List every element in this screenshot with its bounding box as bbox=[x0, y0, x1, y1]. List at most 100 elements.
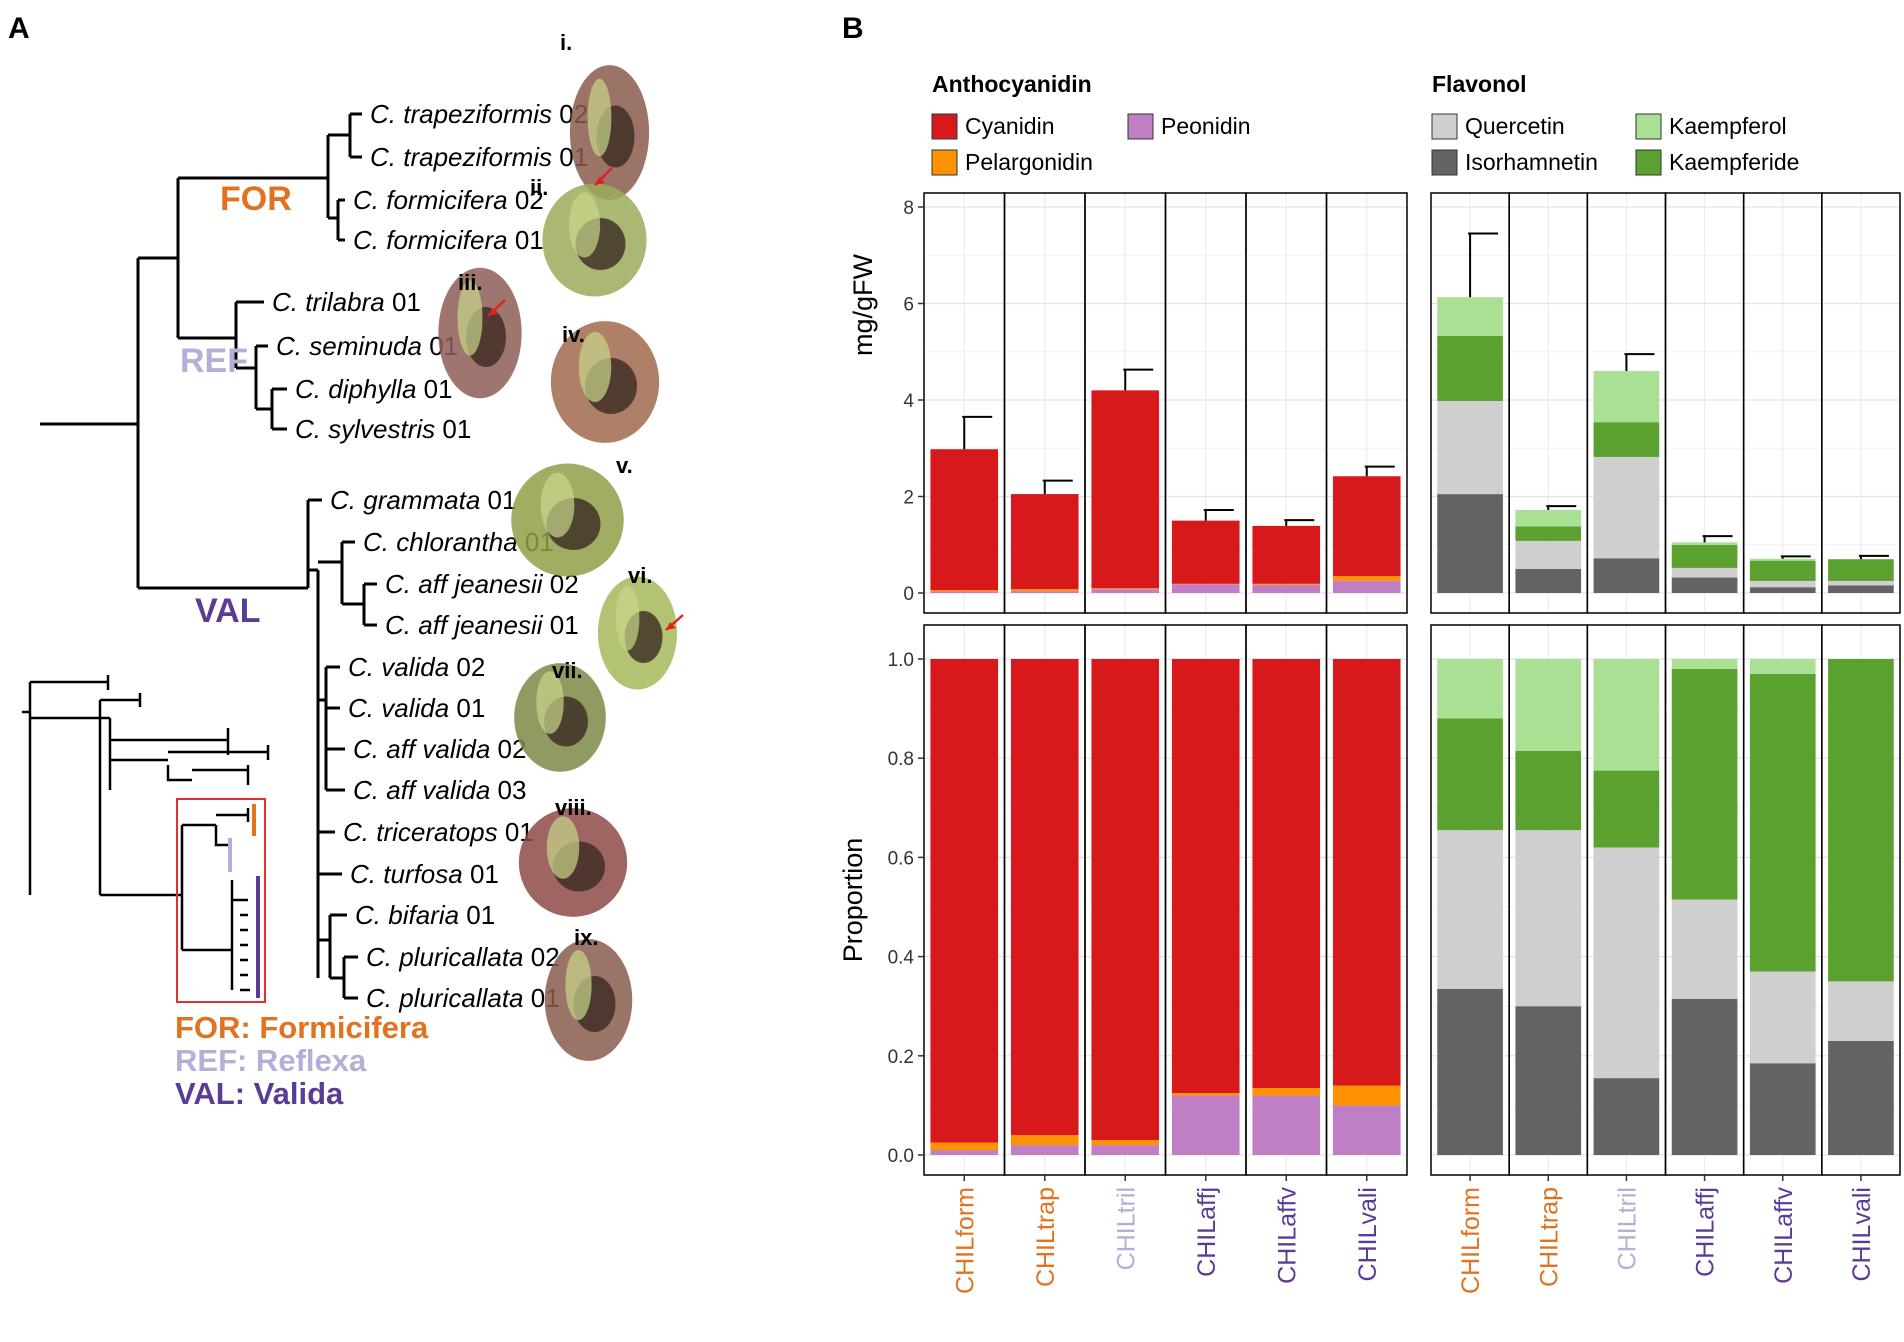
bar-segment-peonidin bbox=[1171, 1095, 1240, 1155]
bar-segment-isorhamnetin bbox=[1749, 587, 1816, 593]
bar-segment-kaempferide bbox=[1749, 673, 1816, 972]
bar-segment-cyanidin bbox=[1171, 659, 1240, 1093]
taxon-genus: C. bbox=[295, 414, 328, 444]
bar-segment-cyanidin bbox=[930, 449, 999, 591]
bar-segment-kaempferol bbox=[1515, 510, 1582, 527]
bar-segment-quercetin bbox=[1749, 971, 1816, 1064]
legend-swatch bbox=[1635, 113, 1662, 140]
overview-branch bbox=[182, 808, 250, 852]
tree-branch bbox=[328, 133, 350, 220]
taxon-species: formicifera bbox=[386, 185, 515, 215]
taxon-genus: C. bbox=[348, 652, 381, 682]
legend-swatch bbox=[1127, 113, 1154, 140]
flower-photos: i. ii. iii. iv. v. vi. vii. viii. ix. bbox=[438, 30, 684, 1061]
taxon-label: C. aff valida 03 bbox=[353, 775, 526, 805]
bar-segment-isorhamnetin bbox=[1828, 1040, 1894, 1155]
x-category-label: CHILvali bbox=[1848, 1187, 1876, 1281]
flower-photo: vii. bbox=[514, 658, 606, 772]
overview-branch bbox=[100, 693, 142, 707]
bar-segment-kaempferol bbox=[1671, 542, 1738, 545]
clade-label-val: VAL bbox=[195, 592, 260, 630]
taxon-label: C. formicifera 01 bbox=[353, 225, 544, 255]
taxon-species: aff jeanesii bbox=[418, 610, 550, 640]
taxon-genus: C. bbox=[355, 900, 388, 930]
legend-swatch bbox=[1431, 149, 1458, 176]
bar-segment-quercetin bbox=[1671, 899, 1738, 999]
bar-segment-quercetin bbox=[1515, 830, 1582, 1007]
clade-legend-entry: VAL: Valida bbox=[175, 1076, 344, 1111]
y-tick-label: 0.8 bbox=[888, 749, 914, 770]
x-category-label: CHILtrap bbox=[1535, 1187, 1563, 1287]
red-arrow-head bbox=[666, 622, 676, 630]
photo-label: ii. bbox=[530, 175, 548, 200]
flower-photo: vi. bbox=[597, 563, 678, 690]
bar-segment-cyanidin bbox=[1091, 659, 1160, 1141]
taxon-sample: 01 bbox=[515, 225, 544, 255]
taxon-species: pluricallata bbox=[398, 983, 531, 1013]
flower-photo: v. bbox=[511, 453, 633, 577]
taxon-species: valida bbox=[381, 693, 456, 723]
bar-segment-peonidin bbox=[1091, 589, 1160, 593]
taxon-label: C. grammata 01 bbox=[330, 485, 516, 515]
flower-column bbox=[540, 472, 575, 538]
taxon-label: C. valida 01 bbox=[348, 693, 485, 723]
y-tick-label: 2 bbox=[903, 488, 914, 509]
y-tick-label: 0.6 bbox=[888, 848, 914, 869]
bar-segment-pelargonidin bbox=[1171, 1093, 1240, 1096]
photo-label: i. bbox=[560, 30, 572, 55]
taxon-label: C. aff valida 02 bbox=[353, 734, 526, 764]
flower-column bbox=[536, 671, 564, 734]
tree-branch bbox=[138, 256, 308, 590]
bar-segment-kaempferide bbox=[1515, 750, 1582, 831]
taxon-species: sylvestris bbox=[328, 414, 442, 444]
bar-segment-cyanidin bbox=[1332, 476, 1401, 577]
bar-segment-peonidin bbox=[1010, 1145, 1079, 1155]
taxon-label: C. pluricallata 02 bbox=[366, 942, 560, 972]
taxon-genus: C. bbox=[348, 693, 381, 723]
taxon-sample: 02 bbox=[456, 652, 485, 682]
bar-segment-isorhamnetin bbox=[1671, 577, 1738, 593]
taxon-genus: C. bbox=[363, 527, 396, 557]
y-tick-label: 4 bbox=[903, 391, 914, 412]
taxon-species: trapeziformis bbox=[403, 142, 559, 172]
taxon-genus: C. bbox=[272, 287, 305, 317]
taxon-genus: C. bbox=[370, 99, 403, 129]
bar-segment-quercetin bbox=[1593, 847, 1660, 1079]
bar-charts: 0 2 4 6 8 mg/gFW 0.0 0.2 0.4 0.6 0.8 1.0 Proportion C… bbox=[838, 192, 1901, 1294]
taxon-sample: 01 bbox=[424, 374, 453, 404]
flower-column bbox=[615, 585, 640, 651]
bar-segment-isorhamnetin bbox=[1671, 998, 1738, 1155]
bar-segment-kaempferol bbox=[1749, 659, 1816, 674]
tree-branch bbox=[318, 667, 328, 790]
taxon-genus: C. bbox=[353, 225, 386, 255]
taxon-label: C. valida 02 bbox=[348, 652, 485, 682]
clade-legend-entry: FOR: Formicifera bbox=[175, 1010, 429, 1045]
bar-segment-peonidin bbox=[930, 1150, 999, 1155]
taxon-genus: C. bbox=[353, 775, 386, 805]
bar-segment-quercetin bbox=[1437, 400, 1503, 495]
clade-label-ref: REF bbox=[180, 342, 248, 380]
x-category-label: CHILaffj bbox=[1193, 1187, 1221, 1277]
bar-segment-kaempferol bbox=[1593, 659, 1660, 771]
overview-branch bbox=[110, 745, 270, 785]
x-category-label: CHILtril bbox=[1613, 1187, 1641, 1270]
bar-segment-quercetin bbox=[1593, 456, 1660, 559]
taxon-genus: C. bbox=[385, 610, 418, 640]
bar-segment-kaempferol bbox=[1593, 371, 1660, 423]
taxon-label: C. formicifera 02 bbox=[353, 185, 544, 215]
y-tick-label: 6 bbox=[903, 295, 914, 316]
x-category-label: CHILtril bbox=[1112, 1187, 1140, 1270]
bar-segment-isorhamnetin bbox=[1593, 1078, 1660, 1155]
taxon-label: C. aff jeanesii 01 bbox=[385, 610, 579, 640]
taxon-species: pluricallata bbox=[398, 942, 531, 972]
taxon-species: trapeziformis bbox=[403, 99, 559, 129]
bar-segment-cyanidin bbox=[930, 659, 999, 1143]
taxon-label: C. triceratops 01 bbox=[343, 817, 534, 847]
y-tick-label: 0.0 bbox=[888, 1146, 914, 1167]
bar-segment-cyanidin bbox=[1010, 659, 1079, 1136]
bar-segment-kaempferide bbox=[1671, 544, 1738, 568]
bar-segment-isorhamnetin bbox=[1515, 1006, 1582, 1155]
bar-segment-kaempferide bbox=[1828, 659, 1894, 982]
